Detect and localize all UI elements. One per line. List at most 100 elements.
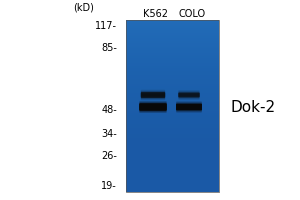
Bar xyxy=(126,48,219,49)
FancyBboxPatch shape xyxy=(178,93,200,97)
Bar xyxy=(126,137,219,138)
Bar xyxy=(126,131,219,132)
Bar xyxy=(126,135,219,136)
Bar xyxy=(126,89,219,90)
Bar xyxy=(126,149,219,150)
Bar xyxy=(126,67,219,68)
Bar xyxy=(126,117,219,118)
Bar xyxy=(126,157,219,158)
Bar xyxy=(126,180,219,181)
Bar xyxy=(126,111,219,112)
Bar xyxy=(126,77,219,78)
Bar xyxy=(126,20,219,192)
FancyBboxPatch shape xyxy=(176,103,202,109)
Bar xyxy=(126,40,219,42)
Bar xyxy=(126,188,219,189)
FancyBboxPatch shape xyxy=(178,91,200,96)
FancyBboxPatch shape xyxy=(176,101,202,108)
Bar xyxy=(126,128,219,129)
Bar xyxy=(126,166,219,167)
Bar xyxy=(126,118,219,119)
Bar xyxy=(126,29,219,30)
Bar xyxy=(126,151,219,152)
Bar xyxy=(126,127,219,128)
Bar xyxy=(126,22,219,23)
Bar xyxy=(126,39,219,40)
Bar xyxy=(126,33,219,34)
Bar xyxy=(126,83,219,84)
Bar xyxy=(126,108,219,109)
Bar xyxy=(126,92,219,93)
Bar xyxy=(126,146,219,147)
Bar xyxy=(126,44,219,45)
Bar xyxy=(126,113,219,114)
Bar xyxy=(126,35,219,36)
Bar xyxy=(126,52,219,53)
Bar xyxy=(126,28,219,29)
Bar xyxy=(126,21,219,22)
Bar xyxy=(126,26,219,27)
Bar xyxy=(126,140,219,141)
Bar xyxy=(126,84,219,85)
Bar xyxy=(126,52,219,54)
Bar xyxy=(126,164,219,165)
Bar xyxy=(126,85,219,86)
Bar xyxy=(126,23,219,24)
Bar xyxy=(126,116,219,117)
Bar xyxy=(126,157,219,158)
Bar xyxy=(126,171,219,172)
FancyBboxPatch shape xyxy=(178,90,200,95)
Bar xyxy=(126,96,219,97)
Bar xyxy=(126,72,219,73)
Bar xyxy=(126,139,219,140)
Text: 34-: 34- xyxy=(101,129,117,139)
Bar xyxy=(126,169,219,170)
Bar xyxy=(126,62,219,63)
Text: 26-: 26- xyxy=(101,151,117,161)
Bar xyxy=(126,123,219,124)
Bar xyxy=(126,126,219,128)
Bar xyxy=(126,109,219,110)
Bar xyxy=(126,73,219,74)
Bar xyxy=(126,186,219,187)
Bar xyxy=(126,47,219,48)
Bar xyxy=(126,70,219,71)
Bar xyxy=(126,41,219,42)
Bar xyxy=(126,144,219,145)
Bar xyxy=(126,31,219,32)
Bar xyxy=(126,91,219,92)
Bar xyxy=(126,181,219,182)
Bar xyxy=(126,55,219,56)
Bar xyxy=(126,172,219,173)
Bar xyxy=(126,58,219,59)
Bar xyxy=(126,112,219,113)
Bar xyxy=(126,144,219,146)
Bar xyxy=(126,188,219,189)
Bar xyxy=(126,136,219,137)
Bar xyxy=(126,51,219,52)
Bar xyxy=(126,71,219,72)
Bar xyxy=(126,159,219,160)
Bar xyxy=(126,40,219,41)
Bar xyxy=(126,102,219,103)
Bar xyxy=(126,175,219,176)
Bar xyxy=(126,76,219,77)
FancyBboxPatch shape xyxy=(139,105,167,112)
Bar xyxy=(126,68,219,69)
Bar xyxy=(126,124,219,125)
Bar xyxy=(126,152,219,153)
Bar xyxy=(126,83,219,84)
Bar xyxy=(126,20,219,21)
Bar xyxy=(126,187,219,188)
Bar xyxy=(126,81,219,82)
FancyBboxPatch shape xyxy=(139,103,167,111)
Bar xyxy=(126,65,219,66)
Bar xyxy=(126,151,219,152)
Bar xyxy=(126,133,219,134)
FancyBboxPatch shape xyxy=(139,103,167,111)
Bar xyxy=(126,114,219,115)
Bar xyxy=(126,27,219,28)
FancyBboxPatch shape xyxy=(178,93,200,97)
Bar xyxy=(126,37,219,38)
Bar xyxy=(126,108,219,109)
